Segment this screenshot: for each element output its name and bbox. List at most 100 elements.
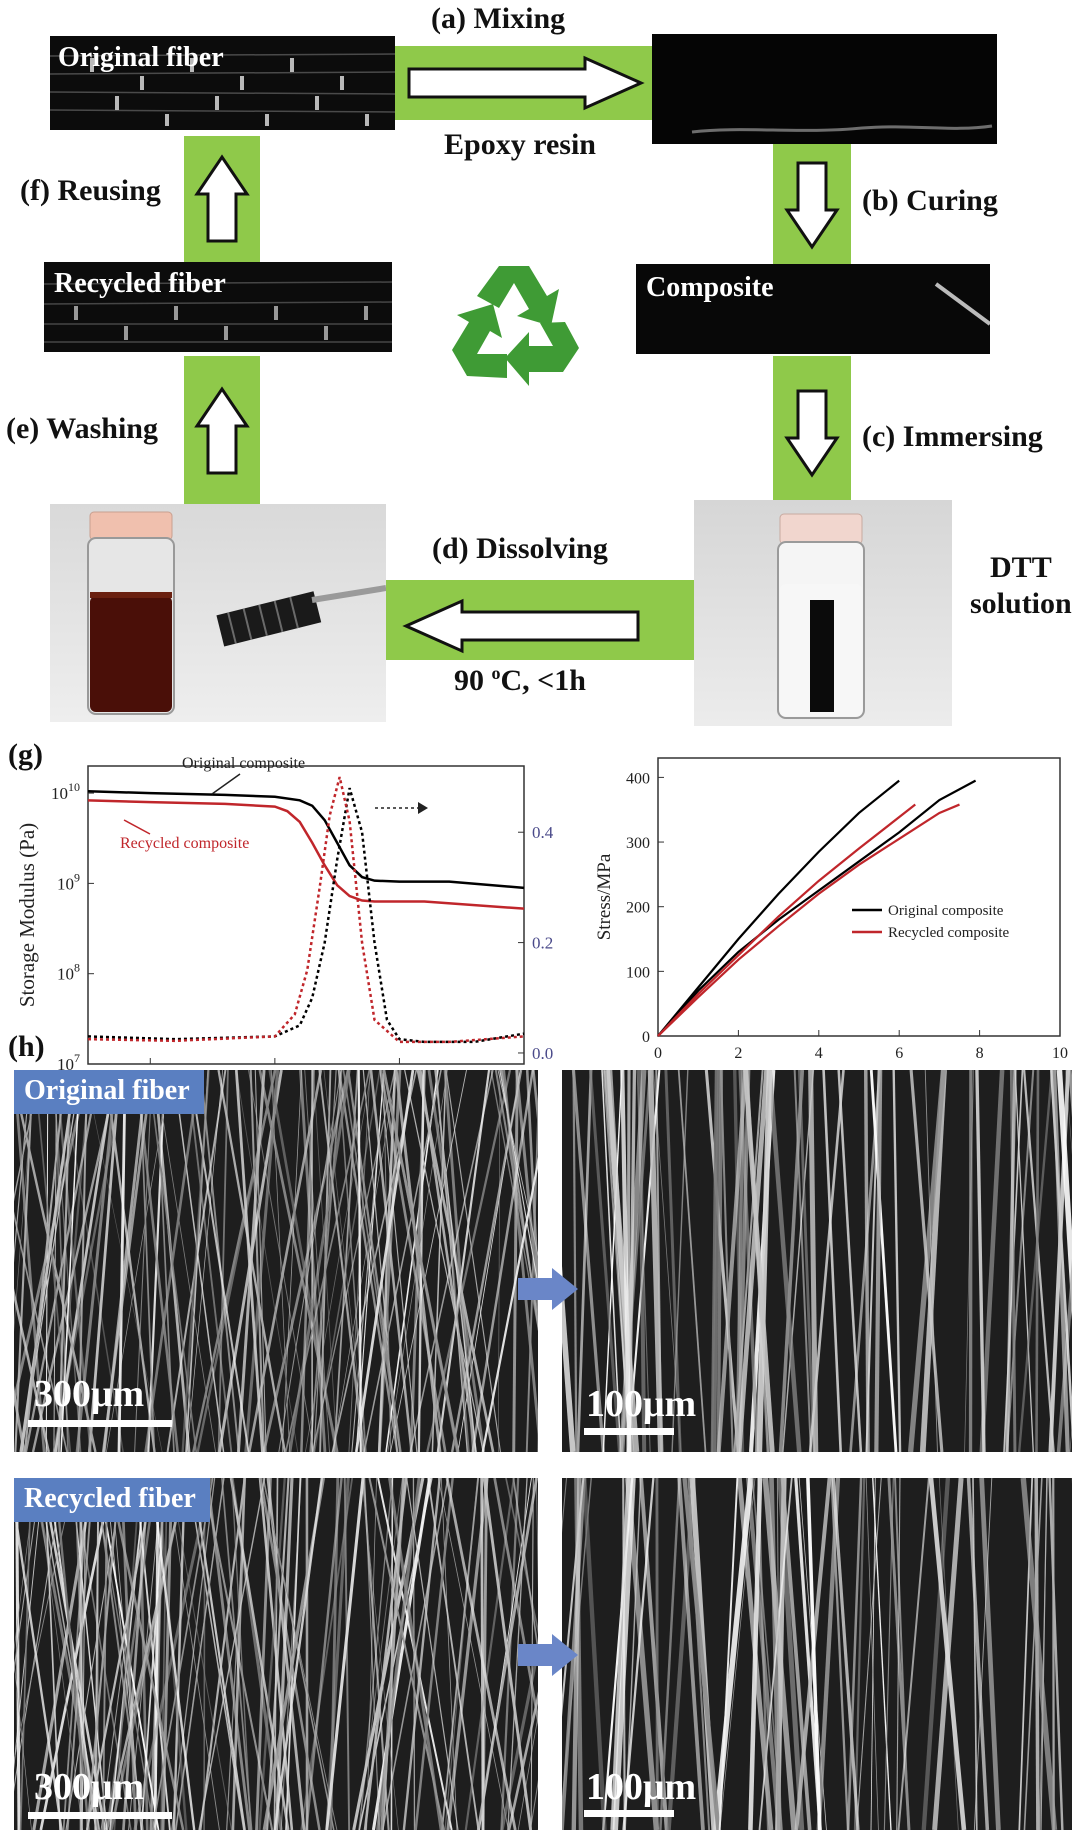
scale-bar <box>28 1812 172 1819</box>
fiber-strand <box>767 1070 802 1452</box>
fiber-strand <box>471 1070 535 1452</box>
fiber-strand <box>14 1497 63 1830</box>
fiber-strand <box>186 1070 224 1452</box>
dissolved-vial-photo <box>50 504 386 722</box>
fiber-strand <box>60 1070 124 1452</box>
fiber-strand <box>620 1070 632 1452</box>
fiber-strand <box>363 1070 442 1452</box>
fiber-strand <box>281 1070 303 1452</box>
annotation-pointer <box>211 773 241 795</box>
x-tick-label: 10 <box>1052 1045 1068 1062</box>
fiber-strand <box>271 1070 291 1452</box>
fiber-strand <box>979 1478 1001 1830</box>
fiber-strand <box>710 1070 721 1452</box>
x-tick-label: 0 <box>654 1045 662 1062</box>
scale-bar <box>584 1428 674 1435</box>
fiber-strand <box>325 1478 365 1830</box>
fiber-strand <box>517 1714 538 1830</box>
fiber-strand <box>1020 1478 1058 1830</box>
fiber-strand <box>337 1070 399 1452</box>
plot-frame <box>87 765 525 1065</box>
fiber-strand <box>53 1070 69 1452</box>
fiber-strand <box>379 1070 447 1452</box>
fiber-strand <box>217 1070 229 1452</box>
fiber-strand <box>94 1478 100 1830</box>
fiber-strand <box>379 1070 418 1452</box>
fiber-strand <box>363 1478 408 1830</box>
sem-recycled-low-mag: Recycled fiber 300μm <box>14 1478 538 1830</box>
fiber-strand <box>364 1478 380 1830</box>
fiber-strand <box>869 1070 898 1452</box>
fiber-strand <box>896 1478 901 1830</box>
storage-modulus-line <box>87 790 525 890</box>
fiber-strand <box>1052 1070 1070 1452</box>
fiber-strand <box>1014 1070 1034 1452</box>
fiber-strand <box>172 1478 186 1830</box>
composite-label: Composite <box>646 272 774 303</box>
fiber-strand <box>909 1070 944 1452</box>
fiber-strand <box>186 1070 233 1452</box>
fiber-strand <box>837 1070 863 1452</box>
fiber-strand <box>647 1070 664 1452</box>
fiber-strand <box>318 1070 364 1452</box>
washing-label: (e) Washing <box>6 412 158 445</box>
annotation-pointer <box>123 819 151 835</box>
fiber-strand <box>170 1478 232 1830</box>
fiber-strand <box>15 1478 21 1830</box>
fiber-strand <box>894 1478 910 1830</box>
fiber-strand <box>192 1070 277 1452</box>
fiber-strand <box>704 1070 740 1452</box>
fiber-strand <box>390 1070 467 1452</box>
scale-bar <box>584 1810 674 1817</box>
fiber-strand <box>274 1478 294 1830</box>
annotation-recycled: Recycled composite <box>120 835 249 852</box>
y-tick-label: 1010 <box>51 780 80 803</box>
fiber-strand <box>171 1478 216 1830</box>
fiber-strand <box>280 1478 302 1830</box>
axis-arrow-head <box>418 802 428 814</box>
annotation-original: Original composite <box>182 755 305 772</box>
fiber-strand <box>199 1478 246 1830</box>
fiber-strand <box>973 1478 993 1830</box>
fiber-strand <box>244 1070 280 1452</box>
reusing-label: (f) Reusing <box>20 174 161 207</box>
fiber-strand <box>60 1070 81 1452</box>
fiber-strand <box>14 1074 97 1452</box>
arrow-down-icon <box>784 161 840 250</box>
original-fiber-tag: Original fiber <box>14 1070 204 1114</box>
fiber-strand <box>743 1070 775 1452</box>
fiber-strand <box>588 1070 621 1452</box>
fiber-strand <box>677 1070 707 1452</box>
y-axis-title: Stress/MPa <box>594 853 615 940</box>
fiber-strand <box>582 1478 607 1830</box>
fiber-strand <box>719 1478 756 1830</box>
fiber-strand <box>14 1070 34 1452</box>
fiber-strand <box>357 1070 362 1452</box>
fiber-strand <box>312 1070 338 1452</box>
fiber-strand <box>966 1478 990 1830</box>
arrow-up-icon <box>194 154 250 243</box>
fiber-strand <box>369 1070 413 1452</box>
fiber-strand <box>525 1092 538 1452</box>
fiber-strand <box>37 1478 101 1830</box>
fiber-strand <box>53 1478 90 1830</box>
fiber-strand <box>181 1070 210 1452</box>
fiber-strand <box>77 1070 89 1452</box>
fiber-strand <box>84 1070 163 1452</box>
fiber-strand <box>226 1478 247 1830</box>
y-tick-label: 0 <box>642 1029 650 1046</box>
fiber-strand <box>14 1070 42 1202</box>
panel-g-label: (g) <box>8 738 43 771</box>
fiber-strand <box>273 1478 323 1830</box>
fiber-strand <box>381 1478 449 1830</box>
fiber-strand <box>14 1070 35 1332</box>
fiber-strand <box>434 1070 470 1452</box>
fiber-strand <box>147 1070 197 1452</box>
composite-photo: Composite <box>636 264 990 354</box>
panel-h-label: (h) <box>8 1030 45 1063</box>
fiber-strand <box>816 1478 841 1830</box>
fiber-strand <box>762 1478 797 1830</box>
tensile-chart: 02468100100200300400Strain/%Stress/MPaOr… <box>594 757 1068 1091</box>
fiber-strand <box>198 1478 266 1830</box>
tan-delta-line <box>87 776 525 1044</box>
